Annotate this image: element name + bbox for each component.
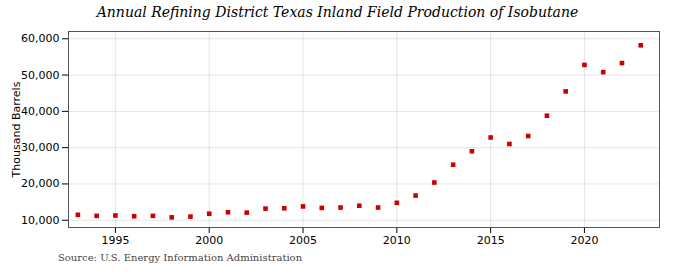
svg-text:2020: 2020 xyxy=(570,234,598,247)
svg-text:20,000: 20,000 xyxy=(21,177,60,190)
svg-text:60,000: 60,000 xyxy=(21,32,60,45)
svg-text:2005: 2005 xyxy=(289,234,317,247)
svg-text:30,000: 30,000 xyxy=(21,141,60,154)
svg-text:2010: 2010 xyxy=(383,234,411,247)
html-text:Annual Refining District Texas: Annual Refining District Texas Inland Fi… xyxy=(96,4,579,20)
svg-text:50,000: 50,000 xyxy=(21,69,60,82)
svg-text:1995: 1995 xyxy=(101,234,129,247)
svg-text:2015: 2015 xyxy=(477,234,505,247)
svg-text:10,000: 10,000 xyxy=(21,214,60,227)
html-text:Source: U.S. Energy Informatio: Source: U.S. Energy Information Administ… xyxy=(58,252,303,263)
svg-text:Thousand Barrels: Thousand Barrels xyxy=(10,81,23,178)
svg-text:2000: 2000 xyxy=(195,234,223,247)
svg-text:40,000: 40,000 xyxy=(21,105,60,118)
